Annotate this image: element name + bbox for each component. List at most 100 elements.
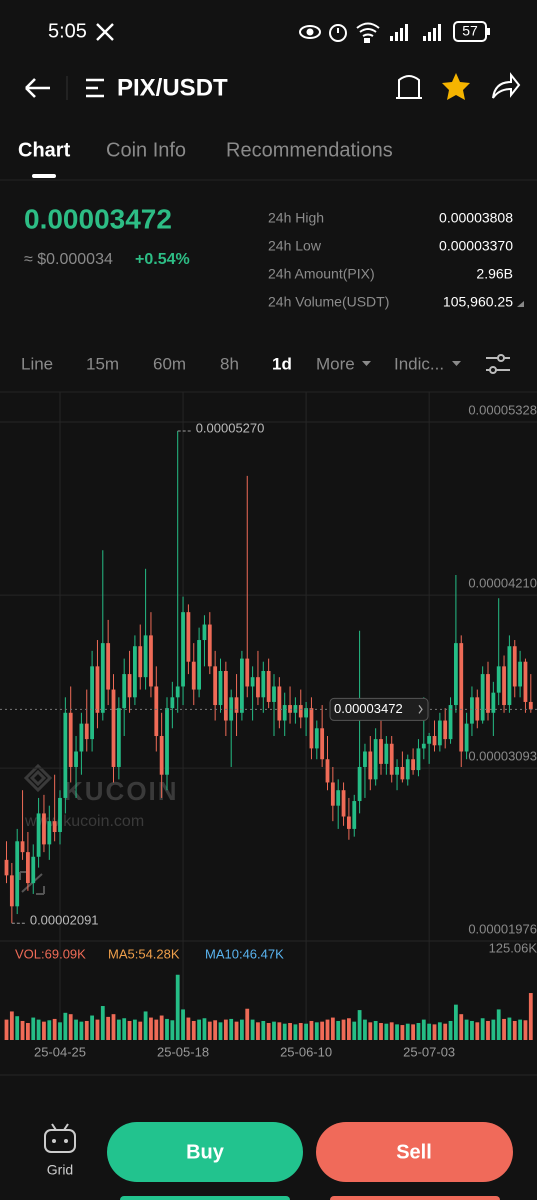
- alert-button[interactable]: [396, 75, 422, 99]
- volume-bar: [400, 1025, 405, 1040]
- candle-body: [181, 612, 185, 687]
- candle-body: [207, 624, 212, 667]
- candle-body: [427, 736, 432, 744]
- volume-bar: [298, 1023, 303, 1040]
- favorite-button[interactable]: [442, 73, 470, 100]
- volume-bar: [347, 1018, 351, 1040]
- tab[interactable]: Chart: [18, 139, 71, 161]
- menu-button[interactable]: [86, 78, 104, 98]
- sell-button[interactable]: [316, 1122, 513, 1182]
- interval-tab[interactable]: 8h: [220, 354, 239, 373]
- volume-bar: [207, 1021, 212, 1040]
- volume-bar: [84, 1020, 89, 1040]
- y-tick-label: 0.00004210: [468, 576, 537, 591]
- vol-legend: VOL:69.09K: [15, 946, 86, 961]
- buy-button[interactable]: [107, 1122, 303, 1182]
- tab[interactable]: Recommendations: [226, 139, 393, 161]
- candle-body: [277, 686, 282, 721]
- candle-body: [84, 723, 89, 740]
- volume-bar: [261, 1020, 266, 1040]
- candle-body: [149, 635, 153, 687]
- stat-value: 105,960.25: [443, 294, 513, 310]
- ma10-legend: MA10:46.47K: [205, 946, 284, 961]
- volume-bar: [336, 1020, 341, 1040]
- volume-bar: [325, 1019, 330, 1040]
- interval-tab[interactable]: More: [316, 354, 355, 373]
- volume-bar: [373, 1020, 378, 1040]
- tab[interactable]: Coin Info: [106, 139, 186, 161]
- x-tick-label: 25-04-25: [34, 1044, 86, 1059]
- interval-tab[interactable]: 60m: [153, 354, 186, 373]
- grid-label: Grid: [47, 1162, 73, 1178]
- volume-bar: [427, 1023, 432, 1040]
- candle-body: [95, 666, 100, 713]
- volume-bar: [395, 1024, 399, 1040]
- interval-tab[interactable]: Line: [21, 354, 53, 373]
- y-tick-label: 0.00005328: [468, 402, 537, 417]
- volume-bar: [100, 1006, 105, 1040]
- candle-body: [432, 736, 437, 746]
- fullscreen-button[interactable]: [19, 871, 45, 895]
- volume-bar: [389, 1022, 394, 1040]
- volume-bar: [379, 1023, 383, 1040]
- volume-bar: [357, 1010, 362, 1040]
- volume-bar: [304, 1023, 308, 1040]
- volume-bar: [470, 1020, 474, 1040]
- status-icons: [299, 22, 380, 43]
- settings-button[interactable]: [486, 354, 510, 374]
- volume-bar: [116, 1019, 121, 1040]
- volume-bar: [79, 1021, 84, 1040]
- grid-button[interactable]: [44, 1123, 76, 1153]
- volume-bar: [475, 1022, 480, 1040]
- stat-label: 24h High: [268, 210, 324, 226]
- candle-body: [202, 624, 207, 641]
- interval-tab[interactable]: 15m: [86, 354, 119, 373]
- volume-bar: [165, 1018, 169, 1040]
- volume-bar: [36, 1019, 41, 1040]
- volume-bar: [293, 1024, 298, 1040]
- candle-body: [464, 723, 469, 752]
- volume-bar: [266, 1023, 271, 1040]
- candle-body: [314, 728, 319, 749]
- stat-label: 24h Amount(PIX): [268, 266, 375, 282]
- share-button[interactable]: [492, 72, 521, 99]
- candle-body: [373, 739, 378, 780]
- candle-body: [42, 813, 46, 845]
- candle-body: [496, 666, 501, 693]
- volume-bar: [518, 1019, 522, 1040]
- volume-bar: [448, 1020, 453, 1040]
- candle-body: [486, 674, 490, 713]
- candle-body: [336, 790, 341, 806]
- stat-label: 24h Low: [268, 238, 322, 254]
- candle-body: [9, 875, 14, 907]
- candle-body: [518, 661, 522, 687]
- interval-tab[interactable]: 1d: [272, 354, 292, 373]
- candle-body: [304, 708, 308, 718]
- volume-bar: [234, 1021, 239, 1040]
- volume-bar: [496, 1009, 501, 1040]
- candle-body: [143, 635, 148, 678]
- volume-bar: [170, 1020, 175, 1040]
- volume-bar: [122, 1018, 127, 1040]
- candle-body: [395, 766, 399, 775]
- candle-body: [223, 670, 228, 721]
- candle-body: [68, 712, 73, 767]
- candle-body: [250, 677, 255, 687]
- volume-bar: [491, 1019, 496, 1040]
- volume-bar: [507, 1017, 512, 1040]
- volume-bar: [4, 1019, 9, 1040]
- candle-body: [475, 697, 480, 721]
- ma5-legend: MA5:54.28K: [108, 946, 180, 961]
- interval-tab[interactable]: Indic...: [394, 354, 444, 373]
- candle-body: [507, 646, 512, 706]
- volume-bar: [143, 1011, 148, 1040]
- candle-body: [197, 640, 201, 690]
- last-price-tag[interactable]: [329, 697, 429, 721]
- volume-bar: [528, 993, 533, 1040]
- candle-body: [36, 813, 41, 857]
- candle-body: [282, 705, 287, 721]
- back-button[interactable]: [25, 78, 50, 98]
- candle-body: [454, 643, 458, 706]
- volume-bar: [154, 1019, 159, 1040]
